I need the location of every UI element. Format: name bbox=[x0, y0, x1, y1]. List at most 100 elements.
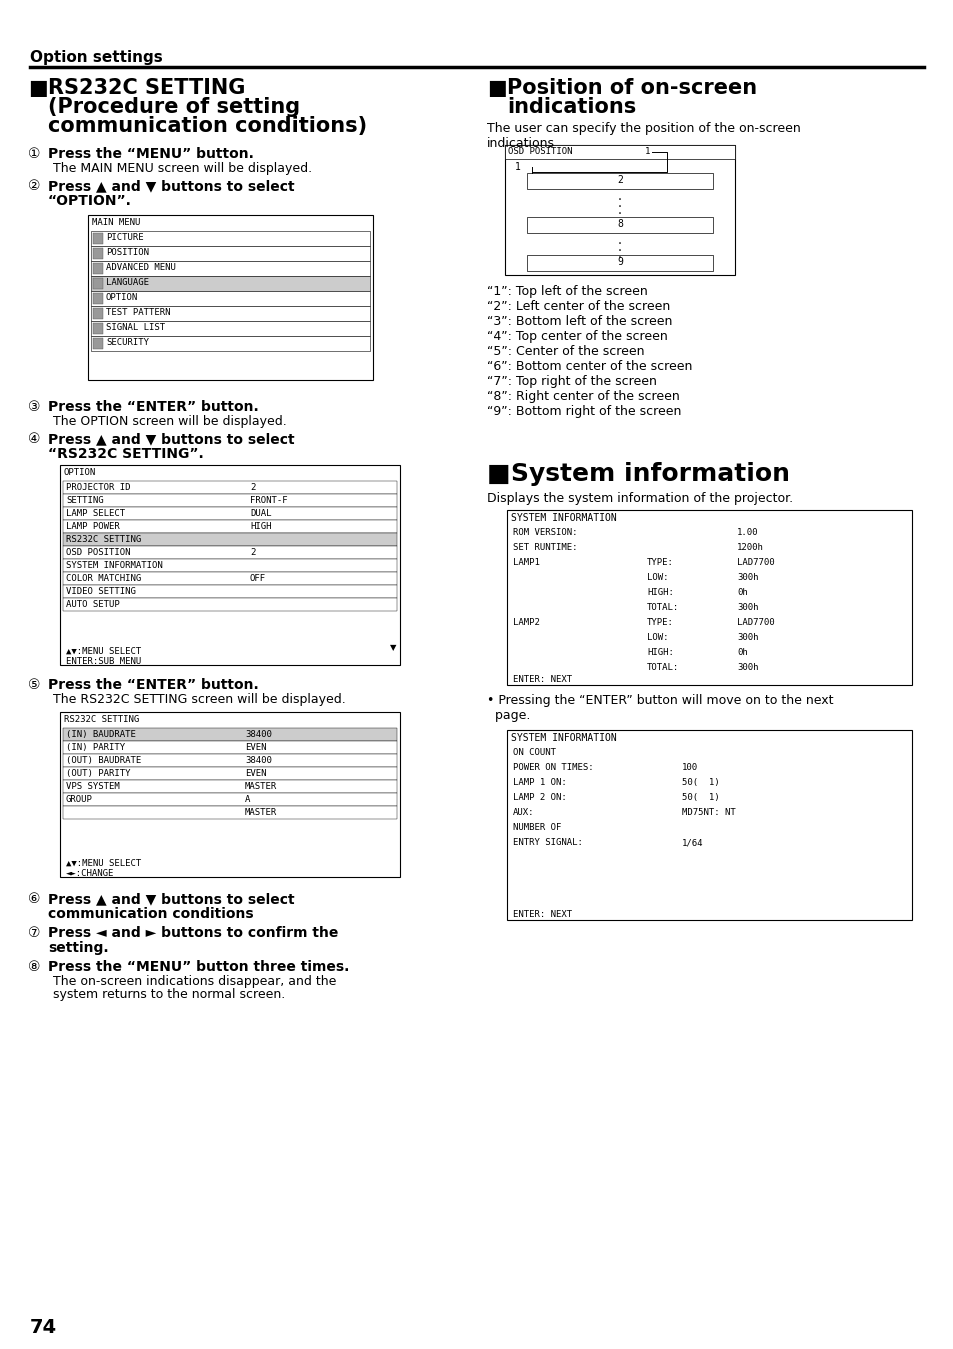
Bar bbox=[526, 173, 712, 189]
Bar bbox=[92, 293, 103, 304]
Bar bbox=[92, 308, 103, 318]
Text: AUX:: AUX: bbox=[513, 808, 534, 817]
Text: “2”: Left center of the screen: “2”: Left center of the screen bbox=[486, 299, 670, 313]
Bar bbox=[506, 730, 911, 920]
Bar bbox=[91, 321, 370, 336]
Text: SYSTEM INFORMATION: SYSTEM INFORMATION bbox=[511, 733, 616, 743]
Text: ⑦: ⑦ bbox=[28, 925, 40, 940]
Text: TYPE:: TYPE: bbox=[646, 618, 673, 627]
Text: 100: 100 bbox=[681, 764, 698, 772]
Bar bbox=[526, 217, 712, 233]
Text: SETTING: SETTING bbox=[66, 496, 104, 505]
Text: 9: 9 bbox=[617, 258, 622, 267]
Bar bbox=[63, 805, 396, 819]
Text: setting.: setting. bbox=[48, 942, 109, 955]
Bar bbox=[92, 233, 103, 244]
Bar bbox=[60, 465, 399, 665]
Text: ON COUNT: ON COUNT bbox=[513, 747, 556, 757]
Text: ④: ④ bbox=[28, 432, 40, 447]
Text: “9”: Bottom right of the screen: “9”: Bottom right of the screen bbox=[486, 405, 680, 418]
Text: .: . bbox=[617, 250, 622, 260]
Text: (IN) PARITY: (IN) PARITY bbox=[66, 743, 125, 751]
Text: SIGNAL LIST: SIGNAL LIST bbox=[106, 322, 165, 332]
Text: OSD POSITION: OSD POSITION bbox=[507, 147, 572, 156]
Text: LANGUAGE: LANGUAGE bbox=[106, 278, 149, 287]
Text: “5”: Center of the screen: “5”: Center of the screen bbox=[486, 345, 644, 357]
Bar bbox=[504, 144, 734, 159]
Text: 0h: 0h bbox=[737, 588, 747, 598]
Text: Press ▲ and ▼ buttons to select: Press ▲ and ▼ buttons to select bbox=[48, 892, 294, 907]
Text: MAIN MENU: MAIN MENU bbox=[91, 219, 140, 227]
Text: 1.00: 1.00 bbox=[737, 527, 758, 537]
Text: VIDEO SETTING: VIDEO SETTING bbox=[66, 587, 135, 596]
Text: indications: indications bbox=[506, 97, 636, 117]
Text: communication conditions: communication conditions bbox=[48, 907, 253, 921]
Bar bbox=[91, 277, 370, 291]
Text: 300h: 300h bbox=[737, 603, 758, 612]
Bar bbox=[60, 712, 399, 877]
Text: POWER ON TIMES:: POWER ON TIMES: bbox=[513, 764, 593, 772]
Text: ⑤: ⑤ bbox=[28, 679, 40, 692]
Text: LAMP POWER: LAMP POWER bbox=[66, 522, 120, 532]
Text: .: . bbox=[617, 243, 622, 254]
Text: POSITION: POSITION bbox=[106, 248, 149, 258]
Text: ENTRY SIGNAL:: ENTRY SIGNAL: bbox=[513, 838, 582, 847]
Text: .: . bbox=[617, 200, 622, 209]
Text: TOTAL:: TOTAL: bbox=[646, 662, 679, 672]
Bar bbox=[63, 780, 396, 793]
Text: RS232C SETTING: RS232C SETTING bbox=[48, 78, 245, 98]
Text: ENTER: NEXT: ENTER: NEXT bbox=[513, 911, 572, 919]
Bar bbox=[88, 214, 373, 380]
Text: “8”: Right center of the screen: “8”: Right center of the screen bbox=[486, 390, 679, 403]
Text: Option settings: Option settings bbox=[30, 50, 163, 65]
Text: HIGH:: HIGH: bbox=[646, 648, 673, 657]
Text: TOTAL:: TOTAL: bbox=[646, 603, 679, 612]
Text: The on-screen indications disappear, and the: The on-screen indications disappear, and… bbox=[53, 975, 336, 987]
Text: • Pressing the “ENTER” button will move on to the next
  page.: • Pressing the “ENTER” button will move … bbox=[486, 693, 833, 722]
Text: 2: 2 bbox=[250, 548, 255, 557]
Text: Press the “ENTER” button.: Press the “ENTER” button. bbox=[48, 679, 258, 692]
Text: The MAIN MENU screen will be displayed.: The MAIN MENU screen will be displayed. bbox=[53, 162, 312, 175]
Text: MD75NT: NT: MD75NT: NT bbox=[681, 808, 735, 817]
Text: communication conditions): communication conditions) bbox=[48, 116, 367, 136]
Bar bbox=[63, 754, 396, 768]
Text: system returns to the normal screen.: system returns to the normal screen. bbox=[53, 987, 285, 1001]
Text: .: . bbox=[617, 206, 622, 216]
Text: 8: 8 bbox=[617, 219, 622, 229]
Text: LOW:: LOW: bbox=[646, 633, 668, 642]
Text: 1/64: 1/64 bbox=[681, 838, 702, 847]
Bar bbox=[91, 291, 370, 306]
Bar bbox=[91, 246, 370, 260]
Bar bbox=[63, 533, 396, 546]
Text: 300h: 300h bbox=[737, 633, 758, 642]
Text: LAMP2: LAMP2 bbox=[513, 618, 539, 627]
Text: OPTION: OPTION bbox=[106, 293, 138, 302]
Text: “RS232C SETTING”.: “RS232C SETTING”. bbox=[48, 447, 204, 461]
Bar bbox=[91, 260, 370, 277]
Bar bbox=[92, 263, 103, 274]
Text: 2: 2 bbox=[617, 175, 622, 185]
Text: ②: ② bbox=[28, 179, 40, 193]
Bar bbox=[63, 546, 396, 558]
Text: ▼: ▼ bbox=[390, 643, 396, 652]
Text: DUAL: DUAL bbox=[250, 509, 272, 518]
Bar bbox=[63, 768, 396, 780]
Text: A: A bbox=[245, 795, 250, 804]
Bar bbox=[63, 741, 396, 754]
Text: ■: ■ bbox=[486, 78, 506, 98]
Text: 38400: 38400 bbox=[245, 755, 272, 765]
Bar bbox=[91, 336, 370, 351]
Text: SYSTEM INFORMATION: SYSTEM INFORMATION bbox=[511, 513, 616, 523]
Text: ◄►:CHANGE: ◄►:CHANGE bbox=[66, 869, 114, 878]
Text: “7”: Top right of the screen: “7”: Top right of the screen bbox=[486, 375, 657, 389]
Text: ▲▼:MENU SELECT: ▲▼:MENU SELECT bbox=[66, 648, 141, 656]
Text: TEST PATTERN: TEST PATTERN bbox=[106, 308, 171, 317]
Text: LOW:: LOW: bbox=[646, 573, 668, 581]
Text: LAD7700: LAD7700 bbox=[737, 558, 774, 567]
Text: (IN) BAUDRATE: (IN) BAUDRATE bbox=[66, 730, 135, 739]
Text: NUMBER OF: NUMBER OF bbox=[513, 823, 560, 832]
Bar bbox=[63, 558, 396, 572]
Text: ENTER:SUB MENU: ENTER:SUB MENU bbox=[66, 657, 141, 666]
Text: LAMP 1 ON:: LAMP 1 ON: bbox=[513, 778, 566, 786]
Text: 2: 2 bbox=[250, 483, 255, 492]
